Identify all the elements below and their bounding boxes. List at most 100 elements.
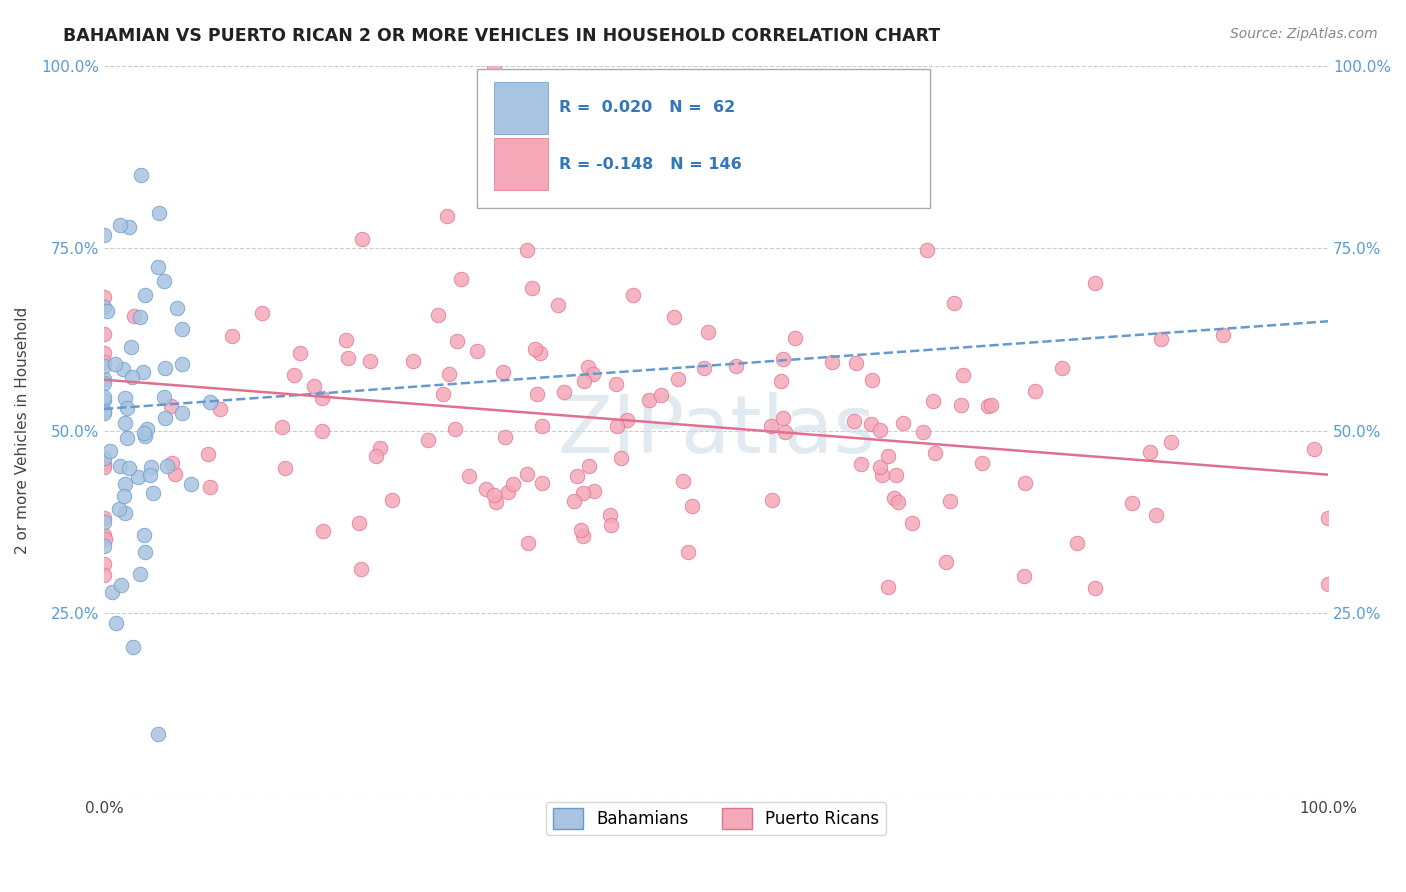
- FancyBboxPatch shape: [495, 138, 548, 190]
- Point: [134, 545, 156, 559]
- Point: [93, 346, 115, 360]
- Point: [458, 469, 481, 483]
- Point: [208, 402, 231, 417]
- Point: [337, 351, 360, 365]
- Point: [572, 485, 595, 500]
- Point: [93, 391, 115, 405]
- Point: [696, 325, 718, 339]
- Point: [676, 545, 699, 559]
- Point: [769, 374, 792, 388]
- Point: [163, 467, 186, 482]
- Point: [606, 419, 628, 434]
- Point: [450, 271, 472, 285]
- Point: [100, 585, 122, 599]
- Point: [883, 491, 905, 505]
- Point: [576, 360, 599, 375]
- FancyBboxPatch shape: [478, 70, 931, 208]
- Point: [283, 368, 305, 383]
- Point: [93, 354, 115, 368]
- Text: ZIPatlas: ZIPatlas: [557, 392, 875, 470]
- Point: [600, 517, 623, 532]
- Point: [347, 516, 370, 530]
- Point: [93, 376, 115, 390]
- Point: [980, 398, 1002, 412]
- Point: [93, 539, 115, 553]
- Point: [359, 353, 381, 368]
- Text: BAHAMIAN VS PUERTO RICAN 2 OR MORE VEHICLES IN HOUSEHOLD CORRELATION CHART: BAHAMIAN VS PUERTO RICAN 2 OR MORE VEHIC…: [63, 27, 941, 45]
- Point: [290, 346, 312, 360]
- Point: [148, 260, 170, 274]
- Point: [772, 410, 794, 425]
- Point: [105, 616, 128, 631]
- Point: [900, 516, 922, 530]
- Point: [526, 387, 548, 401]
- Point: [221, 329, 243, 343]
- Point: [128, 566, 150, 581]
- Point: [402, 354, 425, 368]
- Point: [94, 532, 117, 546]
- Point: [93, 557, 115, 571]
- Point: [104, 357, 127, 371]
- Point: [139, 467, 162, 482]
- Point: [172, 407, 194, 421]
- Point: [860, 417, 883, 431]
- Point: [952, 368, 974, 382]
- Point: [93, 393, 115, 408]
- Point: [93, 227, 115, 242]
- Point: [135, 422, 157, 436]
- Point: [1084, 277, 1107, 291]
- Point: [129, 310, 152, 325]
- Point: [605, 376, 627, 391]
- Point: [93, 372, 115, 386]
- Point: [482, 488, 505, 502]
- Point: [571, 523, 593, 537]
- Point: [949, 398, 972, 412]
- Point: [312, 524, 335, 539]
- Point: [876, 580, 898, 594]
- Point: [759, 419, 782, 434]
- Point: [851, 457, 873, 471]
- Text: R =  0.020   N =  62: R = 0.020 N = 62: [560, 101, 735, 115]
- Point: [530, 418, 553, 433]
- Point: [921, 393, 943, 408]
- Point: [578, 458, 600, 473]
- Point: [107, 502, 129, 516]
- Point: [93, 515, 115, 529]
- Point: [122, 309, 145, 323]
- Point: [311, 424, 333, 438]
- Point: [582, 367, 605, 381]
- Point: [152, 274, 174, 288]
- Point: [662, 310, 685, 325]
- Point: [114, 417, 136, 431]
- Point: [1144, 508, 1167, 522]
- Point: [911, 425, 934, 440]
- Point: [156, 459, 179, 474]
- Point: [153, 390, 176, 404]
- Point: [845, 356, 868, 370]
- Point: [96, 303, 118, 318]
- Point: [114, 476, 136, 491]
- Point: [121, 370, 143, 384]
- Point: [166, 301, 188, 315]
- Point: [877, 449, 900, 463]
- Point: [562, 494, 585, 508]
- Point: [162, 456, 184, 470]
- Point: [93, 300, 115, 314]
- Point: [820, 355, 842, 369]
- Point: [117, 401, 139, 416]
- Point: [108, 459, 131, 474]
- Point: [427, 308, 450, 322]
- Point: [915, 243, 938, 257]
- Point: [132, 425, 155, 440]
- Point: [1024, 384, 1046, 398]
- Point: [465, 343, 488, 358]
- Point: [623, 288, 645, 302]
- Point: [114, 506, 136, 520]
- Point: [783, 331, 806, 345]
- Point: [650, 388, 672, 402]
- Point: [886, 494, 908, 508]
- Point: [860, 373, 883, 387]
- Point: [132, 527, 155, 541]
- Point: [139, 460, 162, 475]
- Y-axis label: 2 or more Vehicles in Household: 2 or more Vehicles in Household: [15, 307, 30, 555]
